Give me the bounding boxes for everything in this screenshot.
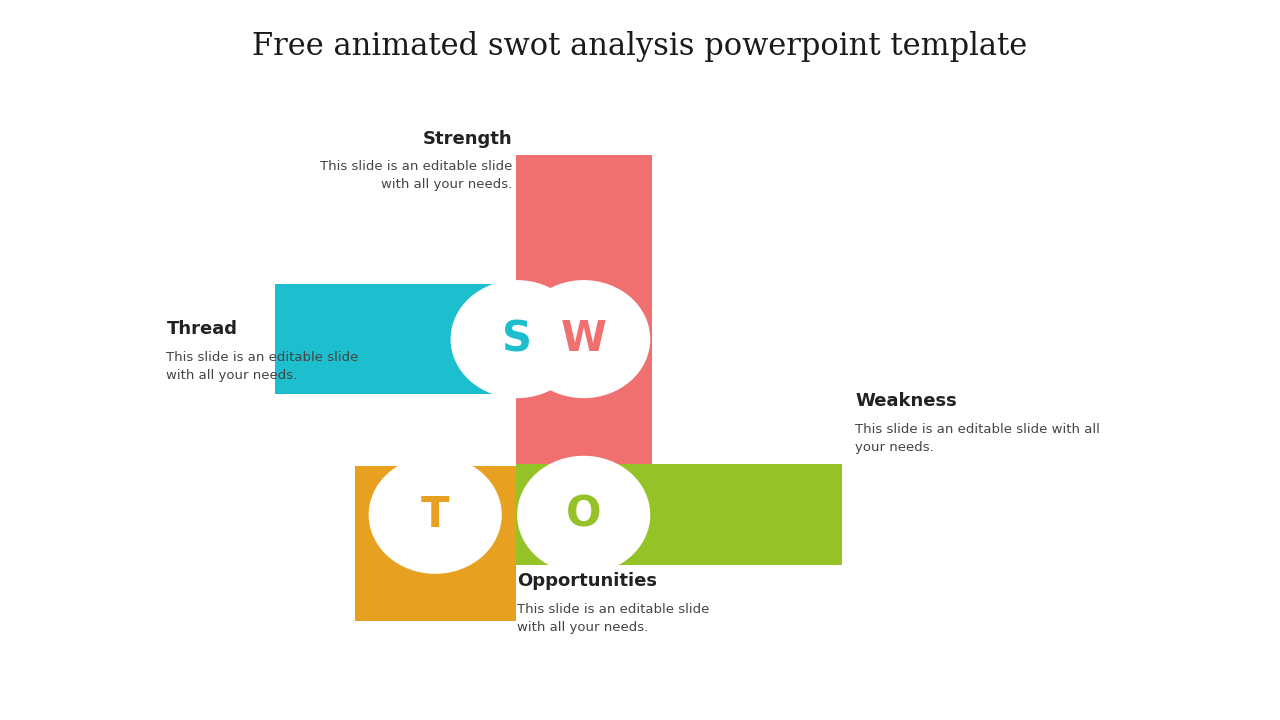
Text: This slide is an editable slide
with all your needs.: This slide is an editable slide with all…: [166, 351, 358, 382]
FancyBboxPatch shape: [516, 464, 842, 565]
Text: O: O: [566, 494, 602, 536]
FancyBboxPatch shape: [516, 155, 652, 464]
Text: T: T: [421, 494, 449, 536]
Text: Opportunities: Opportunities: [517, 572, 657, 590]
Text: Free animated swot analysis powerpoint template: Free animated swot analysis powerpoint t…: [252, 31, 1028, 63]
Ellipse shape: [369, 456, 502, 574]
Ellipse shape: [451, 280, 584, 398]
Text: This slide is an editable slide
with all your needs.: This slide is an editable slide with all…: [517, 603, 709, 634]
Text: This slide is an editable slide with all
your needs.: This slide is an editable slide with all…: [855, 423, 1100, 454]
FancyBboxPatch shape: [355, 466, 516, 621]
Text: Weakness: Weakness: [855, 392, 956, 410]
Text: Strength: Strength: [422, 130, 512, 148]
Text: W: W: [561, 318, 607, 360]
Text: This slide is an editable slide
with all your needs.: This slide is an editable slide with all…: [320, 160, 512, 191]
Ellipse shape: [517, 456, 650, 574]
FancyBboxPatch shape: [275, 284, 516, 394]
Ellipse shape: [517, 280, 650, 398]
Text: S: S: [502, 318, 532, 360]
Text: Thread: Thread: [166, 320, 237, 338]
